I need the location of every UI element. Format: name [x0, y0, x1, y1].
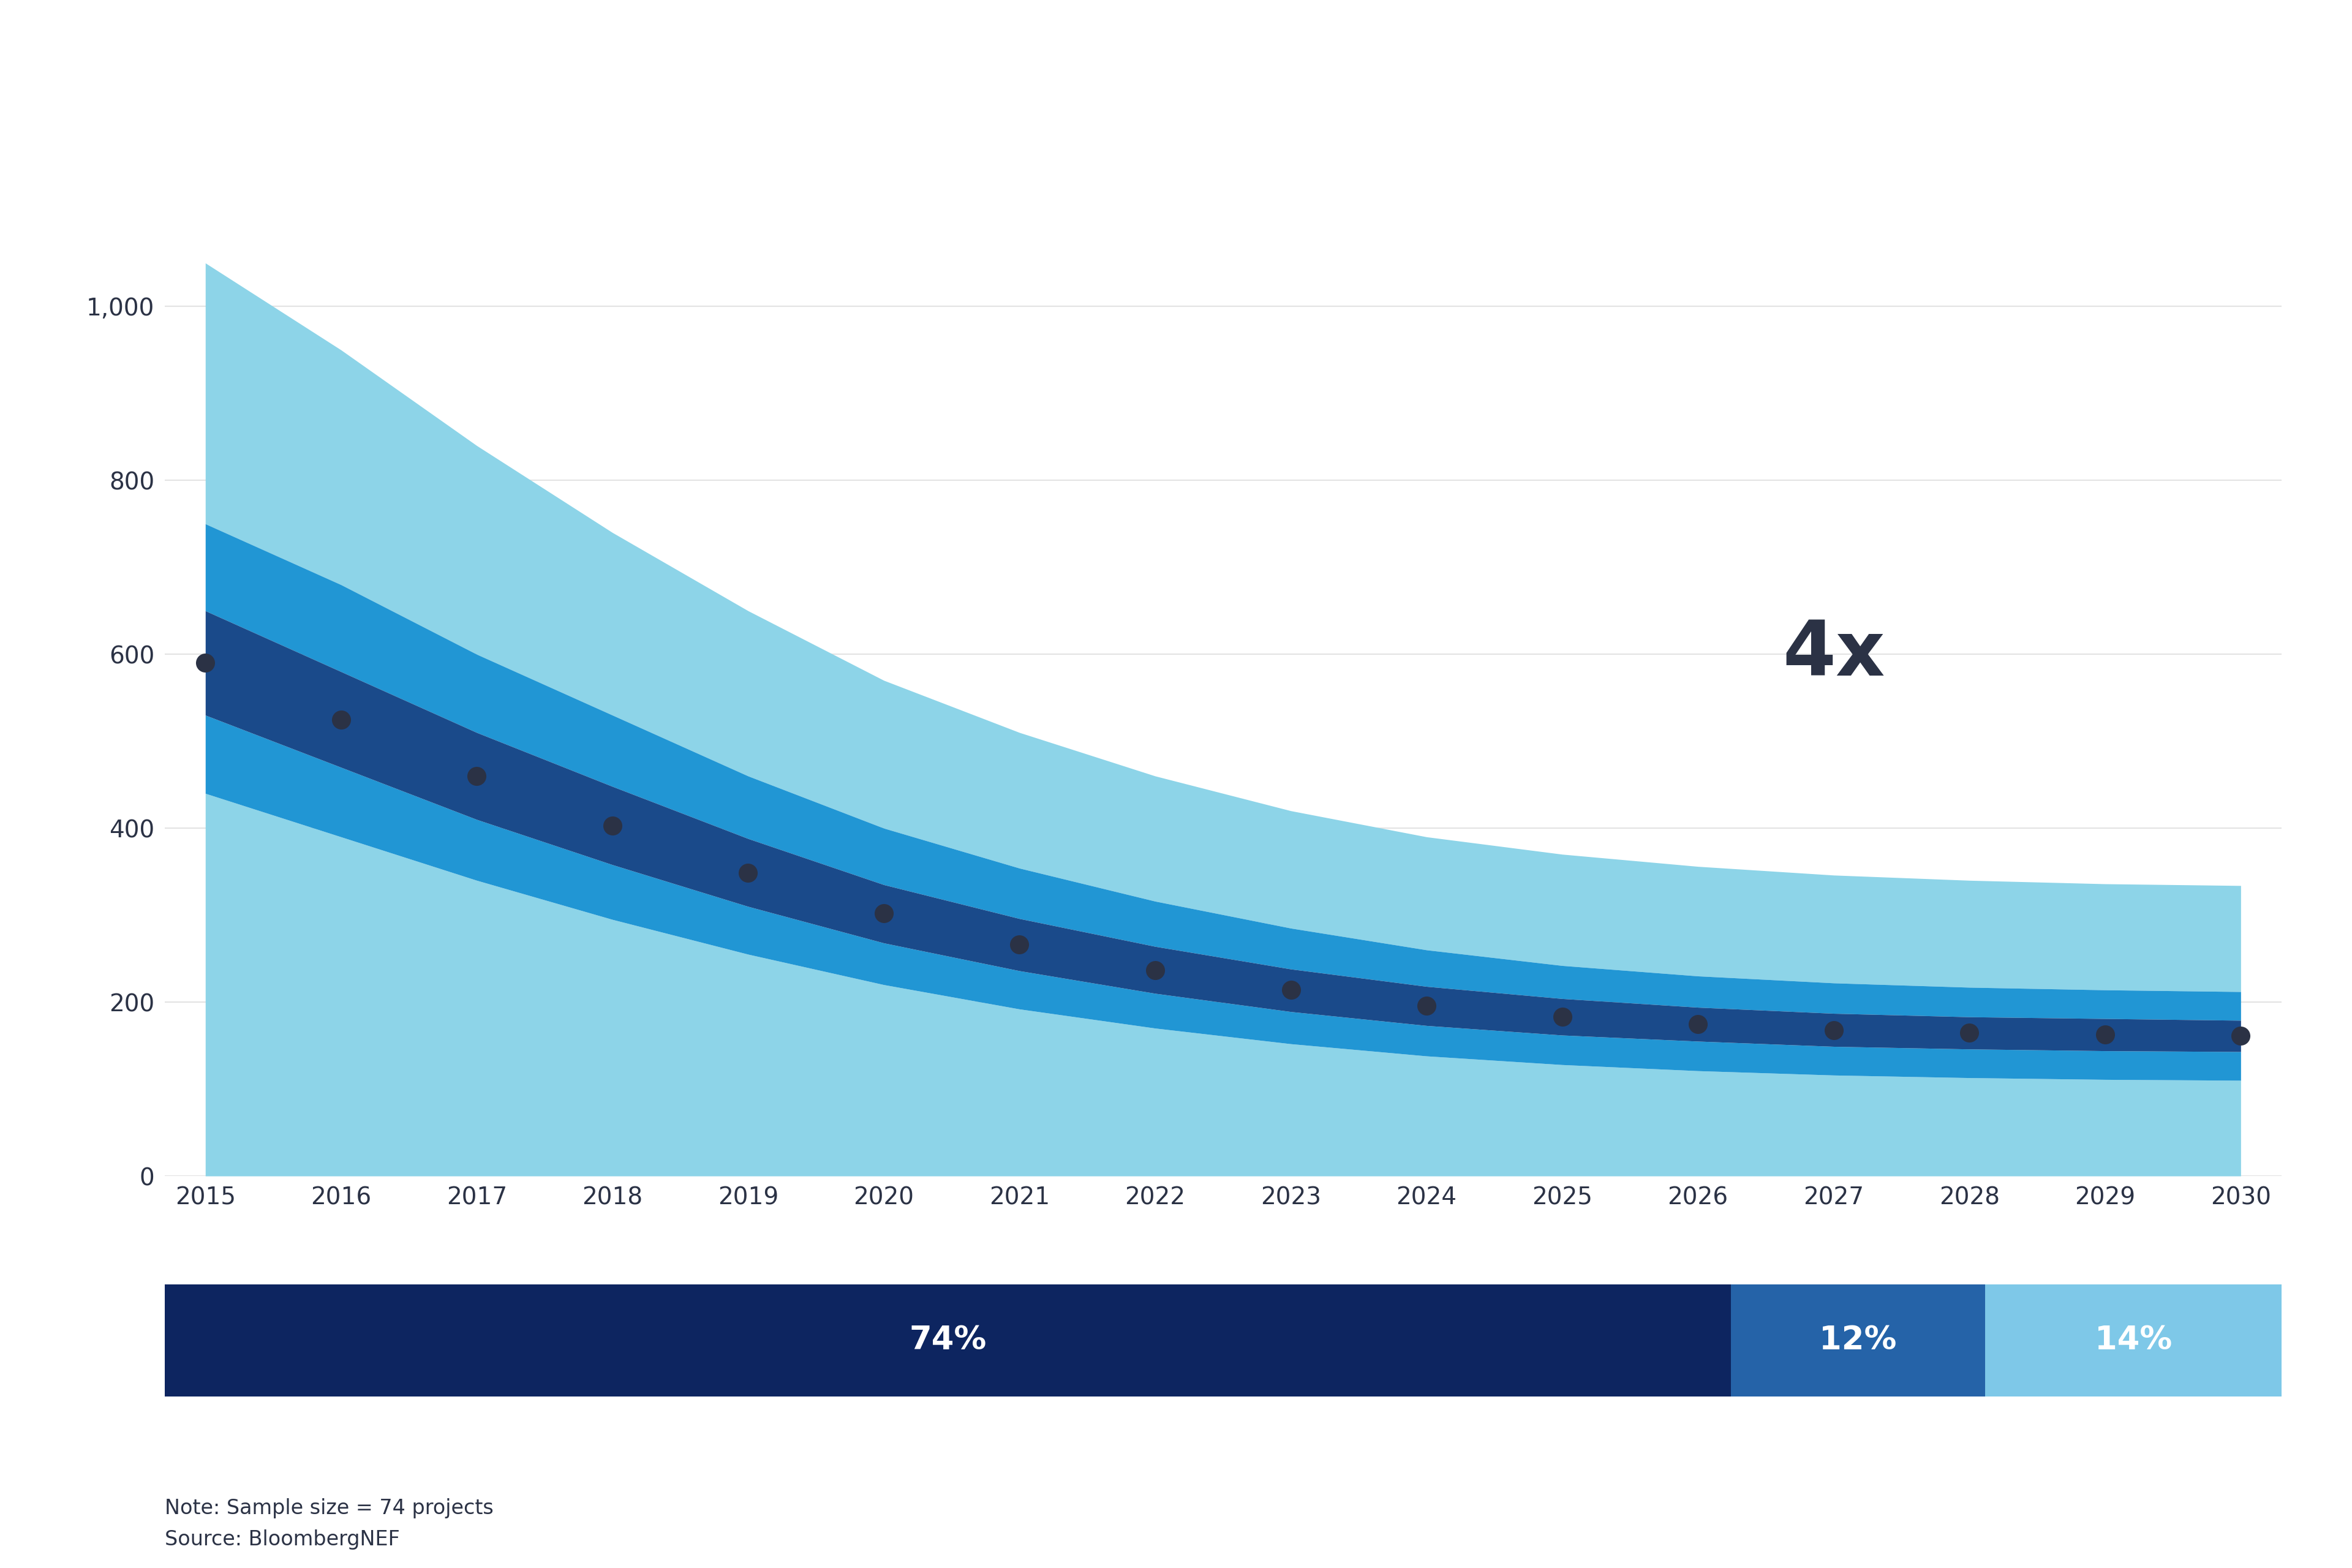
Point: [459, 764, 496, 789]
Point: [1950, 1019, 1987, 1044]
Point: [322, 707, 360, 732]
Point: [2223, 1024, 2260, 1049]
Point: [729, 859, 767, 884]
Point: [866, 902, 903, 927]
FancyBboxPatch shape: [1731, 1284, 1985, 1396]
Text: Source: BloombergNEF: Source: BloombergNEF: [165, 1530, 400, 1549]
Text: Unsubsidized projects: Unsubsidized projects: [835, 1428, 1061, 1449]
Text: 12%: 12%: [1820, 1325, 1896, 1356]
Text: 4x: 4x: [1783, 618, 1884, 691]
Point: [2086, 1022, 2124, 1047]
FancyBboxPatch shape: [165, 1284, 1731, 1396]
Point: [593, 814, 630, 839]
Point: [186, 651, 223, 676]
Point: [1272, 977, 1310, 1002]
Point: [1679, 1011, 1717, 1036]
Text: 14%: 14%: [2096, 1325, 2171, 1356]
Point: [1000, 931, 1037, 956]
Point: [1136, 958, 1174, 983]
Point: [1816, 1018, 1853, 1043]
Text: 74%: 74%: [910, 1325, 985, 1356]
FancyBboxPatch shape: [1985, 1284, 2281, 1396]
Point: [1409, 993, 1446, 1018]
Point: [1543, 1005, 1581, 1030]
Text: Four factors to guide investment in battery storage: Four factors to guide investment in batt…: [71, 52, 2056, 118]
Text: Share of battery storage projects by subsidisation status: Share of battery storage projects by sub…: [207, 1242, 931, 1267]
Text: Unknown: Unknown: [2086, 1428, 2180, 1449]
Text: Note: Sample size = 74 projects: Note: Sample size = 74 projects: [165, 1499, 494, 1518]
Text: Subsidized projects: Subsidized projects: [1759, 1428, 1957, 1449]
